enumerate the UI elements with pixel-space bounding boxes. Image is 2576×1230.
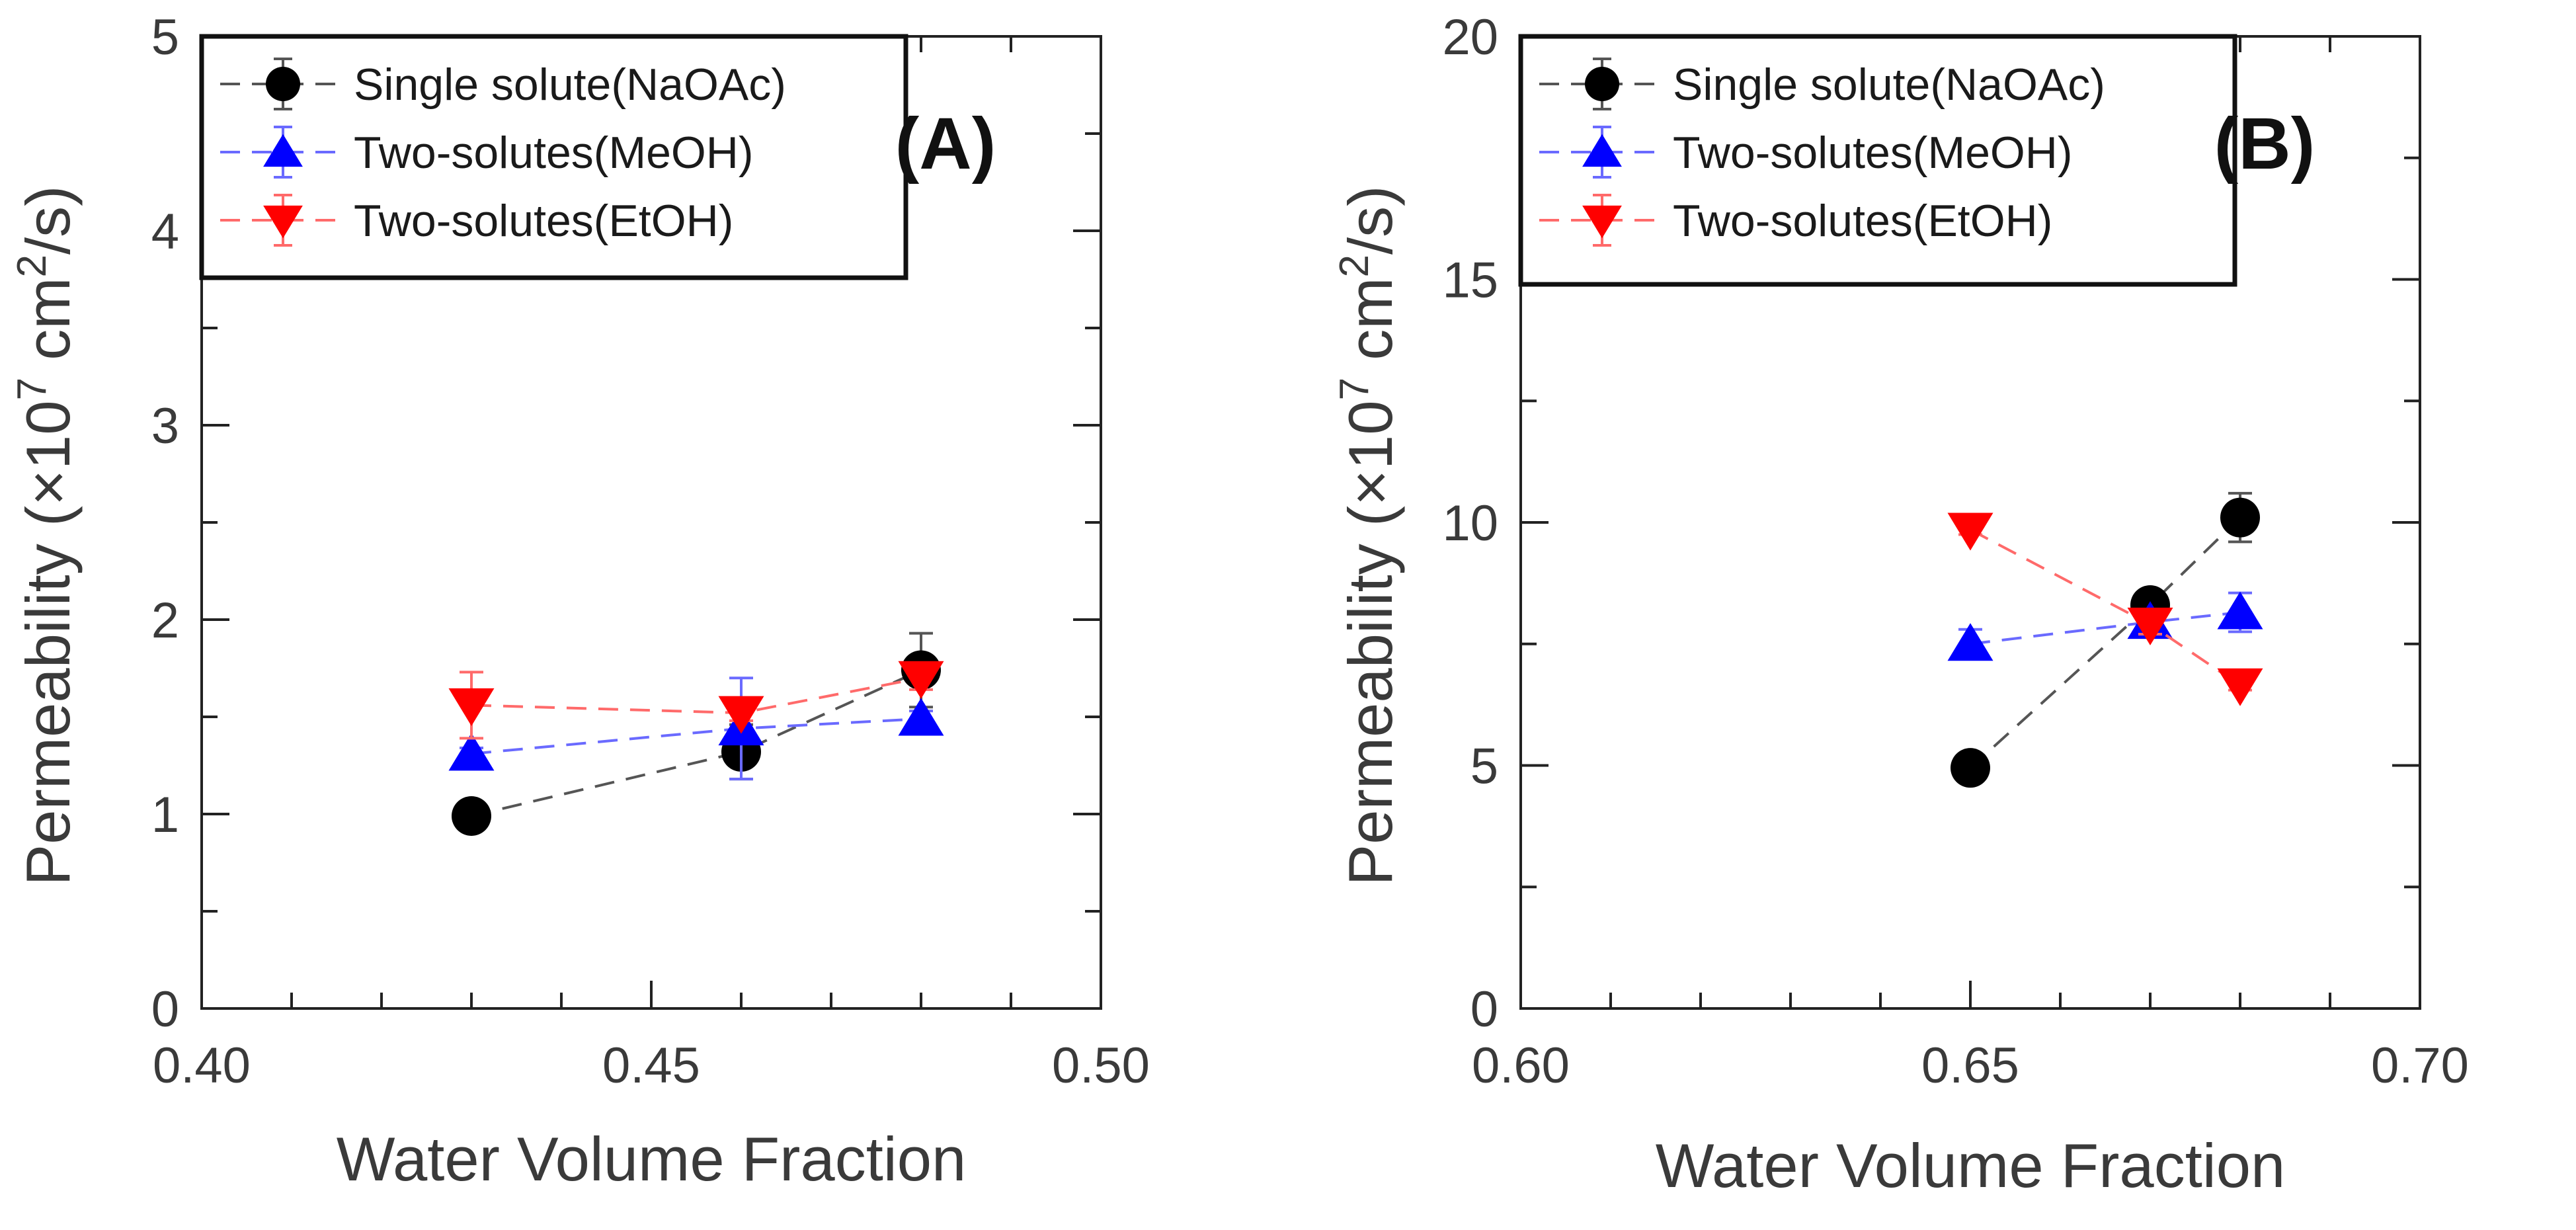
data-point bbox=[1951, 748, 1990, 788]
legend-box bbox=[199, 34, 908, 280]
y-axis-label-unit-exponent: 2 bbox=[1332, 255, 1377, 277]
x-tick-label: 0.50 bbox=[1052, 1038, 1150, 1094]
legend-marker bbox=[1585, 67, 1619, 101]
y-tick-label: 3 bbox=[151, 398, 179, 454]
y-tick-label: 4 bbox=[151, 204, 179, 260]
y-axis-label-exponent: 7 bbox=[1332, 378, 1377, 400]
legend-box bbox=[1518, 34, 2237, 287]
series-2 bbox=[448, 661, 944, 740]
y-axis-label-tail: /s) bbox=[13, 186, 83, 255]
y-tick-label: 2 bbox=[151, 593, 179, 649]
legend-entry: Two-solutes(MeOH) bbox=[354, 128, 754, 178]
legend: Single solute(NaOAc) Two-solutes(MeOH) Two… bbox=[1518, 34, 2237, 287]
y-axis-label-main: Permeability (×10 bbox=[1336, 400, 1405, 885]
legend-entry: Two-solutes(MeOH) bbox=[1673, 128, 2073, 178]
y-tick-label: 1 bbox=[151, 787, 179, 843]
x-tick-label: 0.40 bbox=[153, 1038, 251, 1094]
data-point bbox=[1947, 623, 1993, 661]
x-tick-label: 0.60 bbox=[1472, 1038, 1570, 1094]
series-line bbox=[471, 676, 922, 715]
y-tick-label: 10 bbox=[1442, 495, 1498, 552]
legend-entry: Single solute(NaOAc) bbox=[1673, 60, 2105, 110]
y-tick-label: 5 bbox=[151, 9, 179, 65]
y-axis-label-main: Permeability (×10 bbox=[13, 400, 83, 885]
x-tick-label: 0.65 bbox=[1921, 1038, 2019, 1094]
legend: Single solute(NaOAc) Two-solutes(MeOH) Two… bbox=[199, 34, 908, 280]
x-axis-label: Water Volume Fraction bbox=[337, 1124, 967, 1194]
y-axis-label: Permeability (×107 cm2/s) bbox=[1332, 186, 1405, 886]
y-tick-label: 15 bbox=[1442, 253, 1498, 309]
x-tick-label: 0.70 bbox=[2371, 1038, 2469, 1094]
y-tick-label: 20 bbox=[1442, 9, 1498, 65]
y-tick-label: 5 bbox=[1470, 739, 1498, 795]
y-axis-label-unit: cm bbox=[1336, 277, 1405, 377]
panel-b: 0.60 0.65 0.70 0 5 10 15 20 Water Volume Fractio… bbox=[1332, 9, 2469, 1200]
y-tick-label: 0 bbox=[151, 981, 179, 1038]
legend-marker bbox=[1582, 134, 1622, 167]
data-point bbox=[898, 698, 944, 736]
data-point bbox=[2217, 591, 2263, 630]
data-point bbox=[452, 796, 491, 836]
data-point bbox=[448, 733, 495, 771]
panel-a: 0.40 0.45 0.50 0 1 2 3 4 5 Water Volume Fraction P… bbox=[9, 9, 1150, 1194]
data-point bbox=[898, 661, 944, 699]
legend-entry: Two-solutes(EtOH) bbox=[1673, 196, 2052, 246]
series-line bbox=[1969, 516, 2241, 769]
panel-label: (B) bbox=[2214, 103, 2315, 184]
y-axis-label-tail: /s) bbox=[1336, 186, 1405, 255]
y-axis-label-exponent: 7 bbox=[9, 378, 55, 400]
x-tick-label: 0.45 bbox=[602, 1038, 700, 1094]
data-point bbox=[1947, 512, 1993, 551]
legend-entry: Single solute(NaOAc) bbox=[354, 60, 786, 110]
legend-marker bbox=[266, 67, 300, 101]
legend-entry: Two-solutes(EtOH) bbox=[354, 196, 733, 246]
series-line bbox=[471, 717, 922, 755]
series-line bbox=[1970, 610, 2241, 645]
data-point bbox=[2127, 607, 2173, 645]
x-axis-label: Water Volume Fraction bbox=[1656, 1131, 2286, 1200]
legend-marker bbox=[1582, 205, 1622, 239]
y-tick-label: 0 bbox=[1470, 981, 1498, 1038]
legend-marker bbox=[263, 134, 303, 167]
data-point bbox=[448, 688, 495, 726]
data-point bbox=[2220, 497, 2260, 538]
series-0 bbox=[1951, 491, 2260, 788]
series-1 bbox=[1947, 591, 2263, 661]
y-axis-label: Permeability (×107 cm2/s) bbox=[9, 186, 83, 886]
legend-marker bbox=[263, 205, 303, 239]
y-axis-label-unit: cm bbox=[13, 277, 83, 377]
data-point bbox=[718, 696, 764, 734]
series-line bbox=[1970, 528, 2241, 686]
series-0 bbox=[452, 632, 941, 836]
series-2 bbox=[1947, 512, 2263, 706]
y-axis-label-unit-exponent: 2 bbox=[9, 255, 55, 277]
panel-label: (A) bbox=[895, 103, 996, 184]
data-point bbox=[2217, 668, 2263, 706]
